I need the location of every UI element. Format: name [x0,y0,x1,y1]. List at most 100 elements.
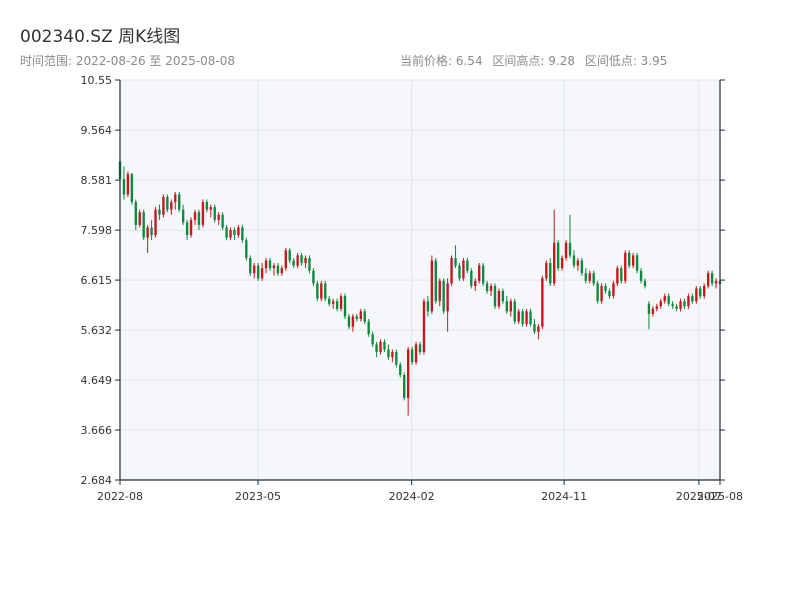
candle [391,349,394,363]
candles [118,156,722,416]
candle-body [501,291,505,302]
x-tick-label: 2025-08 [697,490,743,503]
candle-body [572,255,576,266]
candle [276,263,280,276]
candle [233,227,236,241]
candle-body [438,280,441,302]
y-tick-label: 7.598 [81,224,113,237]
candle-body [616,268,619,284]
candle [639,268,643,284]
candle-body [178,194,181,210]
candle [714,278,718,289]
candle-body [691,296,694,302]
candle [395,349,398,368]
candle-body [458,265,461,279]
candle-body [339,296,343,309]
candle [335,298,339,312]
candle-body [351,316,355,327]
candle-body [525,311,528,325]
candle [430,255,434,314]
candle [588,270,591,284]
candle [454,245,457,269]
candle [146,224,149,253]
candle-body [430,260,434,312]
candle-body [253,265,256,274]
page-title: 002340.SZ 周K线图 [20,27,181,47]
candle [679,298,682,312]
candle [174,191,177,210]
candle [671,301,674,309]
candle-body [635,255,639,271]
candle [631,252,635,269]
candle-body [604,285,607,292]
candle-body [703,285,706,297]
candle-body [426,301,430,312]
candle [675,303,678,312]
candle [355,313,359,322]
candle-body [549,263,552,284]
candle-body [414,344,418,363]
candle [549,257,552,286]
candle [225,224,228,241]
candle-body [647,303,651,314]
candle-body [564,242,568,258]
candle-body [588,273,591,281]
candle-body [150,227,153,236]
candle [237,224,240,238]
candle [260,263,264,281]
candle-body [556,242,560,269]
candle [138,209,141,228]
candle [537,324,540,340]
candle-body [130,174,134,203]
candle-body [710,273,714,284]
candle [379,339,382,355]
candle [154,207,157,238]
candle [580,257,584,276]
candle-body [580,260,584,274]
candle-body [268,260,272,269]
candle [647,301,651,330]
candle-body [695,288,698,302]
candle-body [655,306,659,309]
y-tick-label: 4.649 [81,374,113,387]
candle [521,308,524,327]
candle-body [592,273,595,284]
candle [541,275,544,330]
candle [324,280,327,302]
candle [205,199,209,213]
candle-body [363,311,366,322]
candle-body [679,301,682,309]
candle [481,263,485,286]
candle-body [296,255,299,266]
candle [312,268,315,286]
candle-body [272,265,276,269]
candle-body [233,230,236,236]
candle [462,257,465,281]
candle-body [383,341,386,350]
candle [501,288,505,304]
candle [272,263,276,276]
candle-body [217,214,220,220]
candle-body [406,349,410,398]
candle-body [280,268,284,274]
y-tick-label: 2.684 [81,474,113,487]
candle [359,308,362,322]
candle [189,217,193,238]
candle-body [237,227,240,236]
candle-body [513,301,516,322]
candle-body [221,214,224,228]
candle-body [197,212,201,225]
candle [513,298,516,325]
candle-body [391,352,394,358]
current-price: 当前价格: 6.54 [400,54,483,68]
candle-body [229,230,232,238]
candle [478,263,481,284]
candle-body [249,257,252,274]
candle-body [466,260,469,271]
candle-body [576,260,580,266]
candle [185,219,189,241]
candle [343,293,347,320]
candle-body [241,227,244,241]
candle-body [347,316,351,327]
candle [422,298,426,355]
